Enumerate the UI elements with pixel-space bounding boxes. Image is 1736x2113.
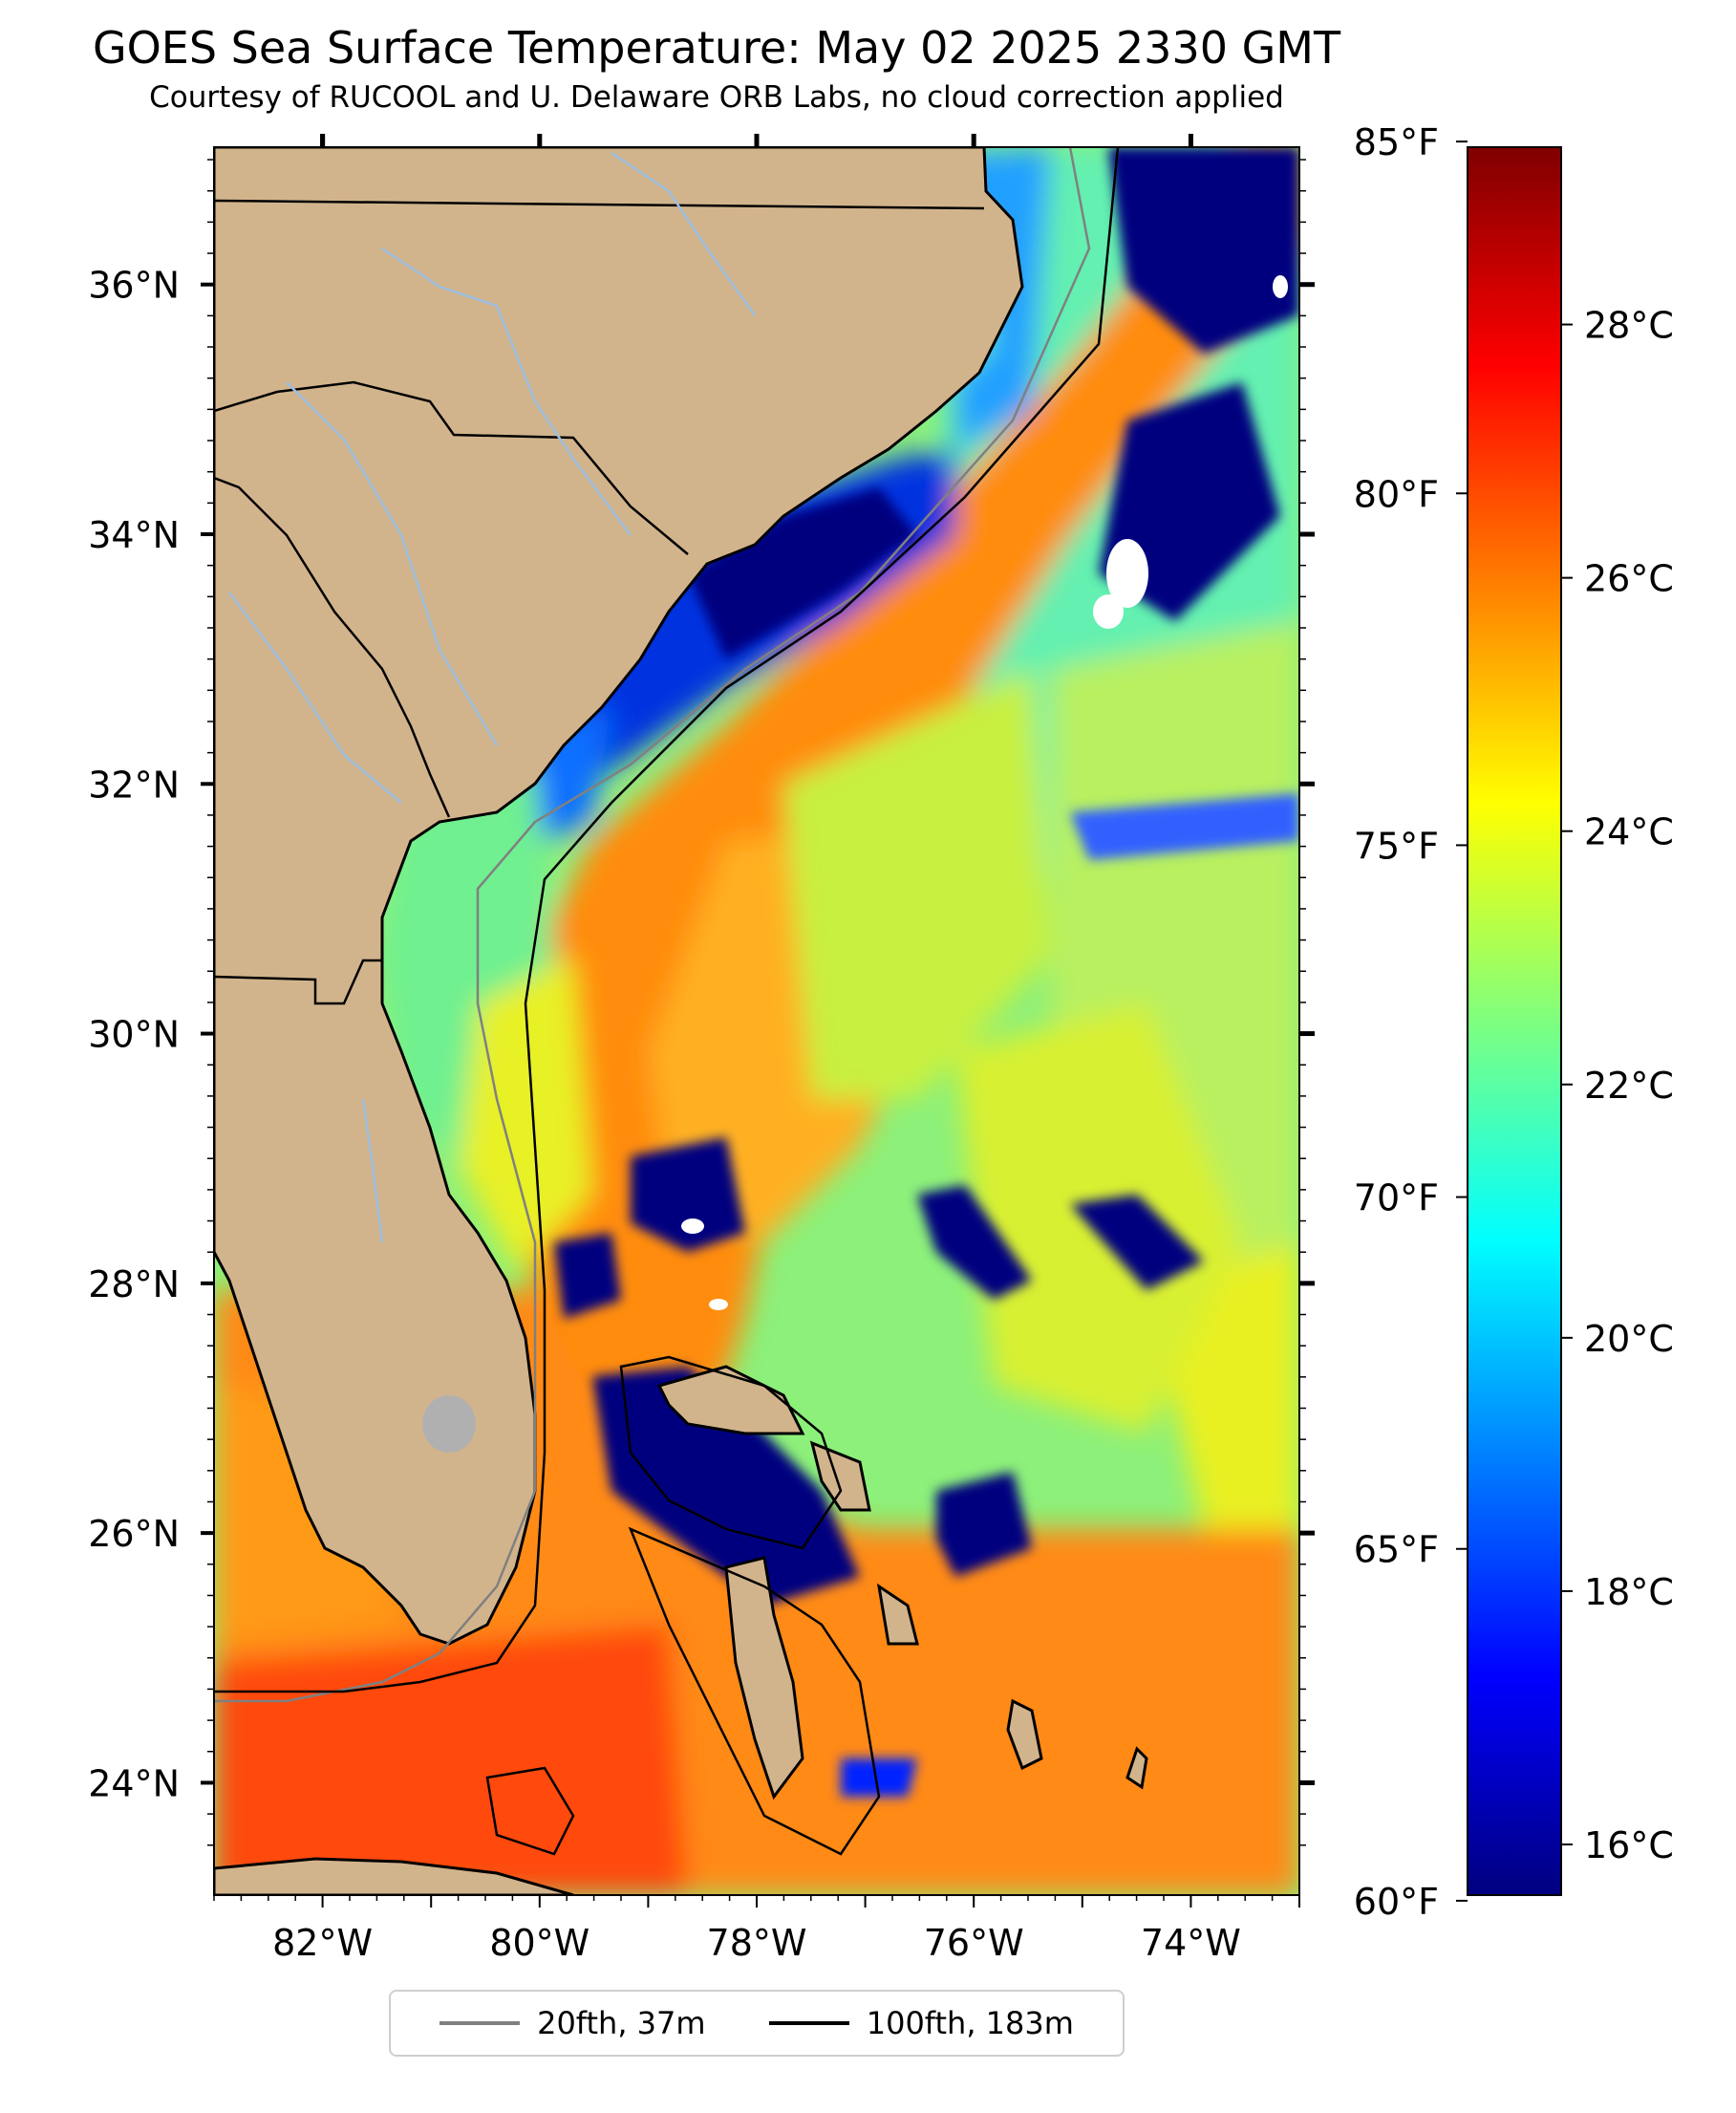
legend-item-100fth: 100fth, 183m — [768, 2005, 1074, 2041]
lon-tick-label: 76°W — [924, 1922, 1024, 1964]
celsius-tick-label: 20°C — [1584, 1318, 1674, 1360]
minor-ticks — [207, 159, 1306, 1901]
fahrenheit-tick-label: 75°F — [1354, 825, 1439, 867]
cloud-mask — [681, 275, 1288, 1310]
contour-100fth — [214, 147, 1120, 1693]
lat-tick-label: 32°N — [88, 764, 180, 806]
rivers — [228, 151, 757, 1243]
celsius-tick-label: 18°C — [1584, 1571, 1674, 1613]
fahrenheit-tick-label: 85°F — [1354, 121, 1439, 163]
land — [214, 147, 1148, 1895]
legend-line-gray — [439, 2021, 521, 2025]
longitude-ticks: 82°W 80°W 78°W 76°W 74°W — [272, 134, 1300, 1964]
lat-tick-label: 28°N — [88, 1263, 180, 1305]
lon-tick-label: 78°W — [707, 1922, 807, 1964]
legend-line-black — [768, 2021, 849, 2025]
lon-tick-label: 80°W — [489, 1922, 589, 1964]
colorbar-celsius-ticks: 16°C 18°C 20°C 22°C 24°C 26°C 28°C — [1561, 305, 1674, 1866]
contour-bahamas — [619, 1355, 843, 1550]
colorbar-fahrenheit-ticks: 60°F 65°F 70°F 75°F 80°F 85°F — [1354, 121, 1468, 1923]
lat-tick-label: 34°N — [88, 514, 180, 556]
legend-label-20fth: 20fth, 37m — [537, 2005, 706, 2041]
lat-tick-label: 24°N — [88, 1762, 180, 1804]
fahrenheit-tick-label: 60°F — [1354, 1881, 1439, 1923]
contour-cay-sal — [485, 1766, 575, 1856]
contour-legend: 20fth, 37m 100fth, 183m — [389, 1990, 1125, 2057]
bathymetry-contours — [214, 147, 1120, 1856]
lon-tick-label: 74°W — [1141, 1922, 1241, 1964]
contour-20fth — [214, 147, 1091, 1703]
contour-bahamas-bank — [628, 1526, 881, 1856]
lat-tick-label: 26°N — [88, 1513, 180, 1555]
celsius-tick-label: 16°C — [1584, 1824, 1674, 1866]
cold-patches — [554, 147, 1299, 1797]
fahrenheit-tick-label: 70°F — [1354, 1177, 1439, 1219]
latitude-ticks: 24°N 26°N 28°N 30°N 32°N 34°N 36°N — [88, 265, 1315, 1804]
map-title: GOES Sea Surface Temperature: May 02 202… — [92, 22, 1341, 74]
lake-okeechobee — [422, 1395, 476, 1453]
legend-label-100fth: 100fth, 183m — [866, 2005, 1074, 2041]
celsius-tick-label: 28°C — [1584, 305, 1674, 347]
legend-item-20fth: 20fth, 37m — [439, 2005, 706, 2041]
celsius-tick-label: 24°C — [1584, 811, 1674, 853]
celsius-tick-label: 26°C — [1584, 558, 1674, 600]
fahrenheit-tick-label: 80°F — [1354, 473, 1439, 515]
fahrenheit-tick-label: 65°F — [1354, 1529, 1439, 1571]
map-area — [214, 147, 1299, 1895]
lat-tick-label: 36°N — [88, 265, 180, 307]
lon-tick-label: 82°W — [272, 1922, 373, 1964]
colorbar — [1467, 146, 1562, 1896]
lat-tick-label: 30°N — [88, 1014, 180, 1056]
map-subtitle: Courtesy of RUCOOL and U. Delaware ORB L… — [149, 80, 1284, 115]
celsius-tick-label: 22°C — [1584, 1065, 1674, 1107]
state-borders — [214, 199, 985, 1005]
